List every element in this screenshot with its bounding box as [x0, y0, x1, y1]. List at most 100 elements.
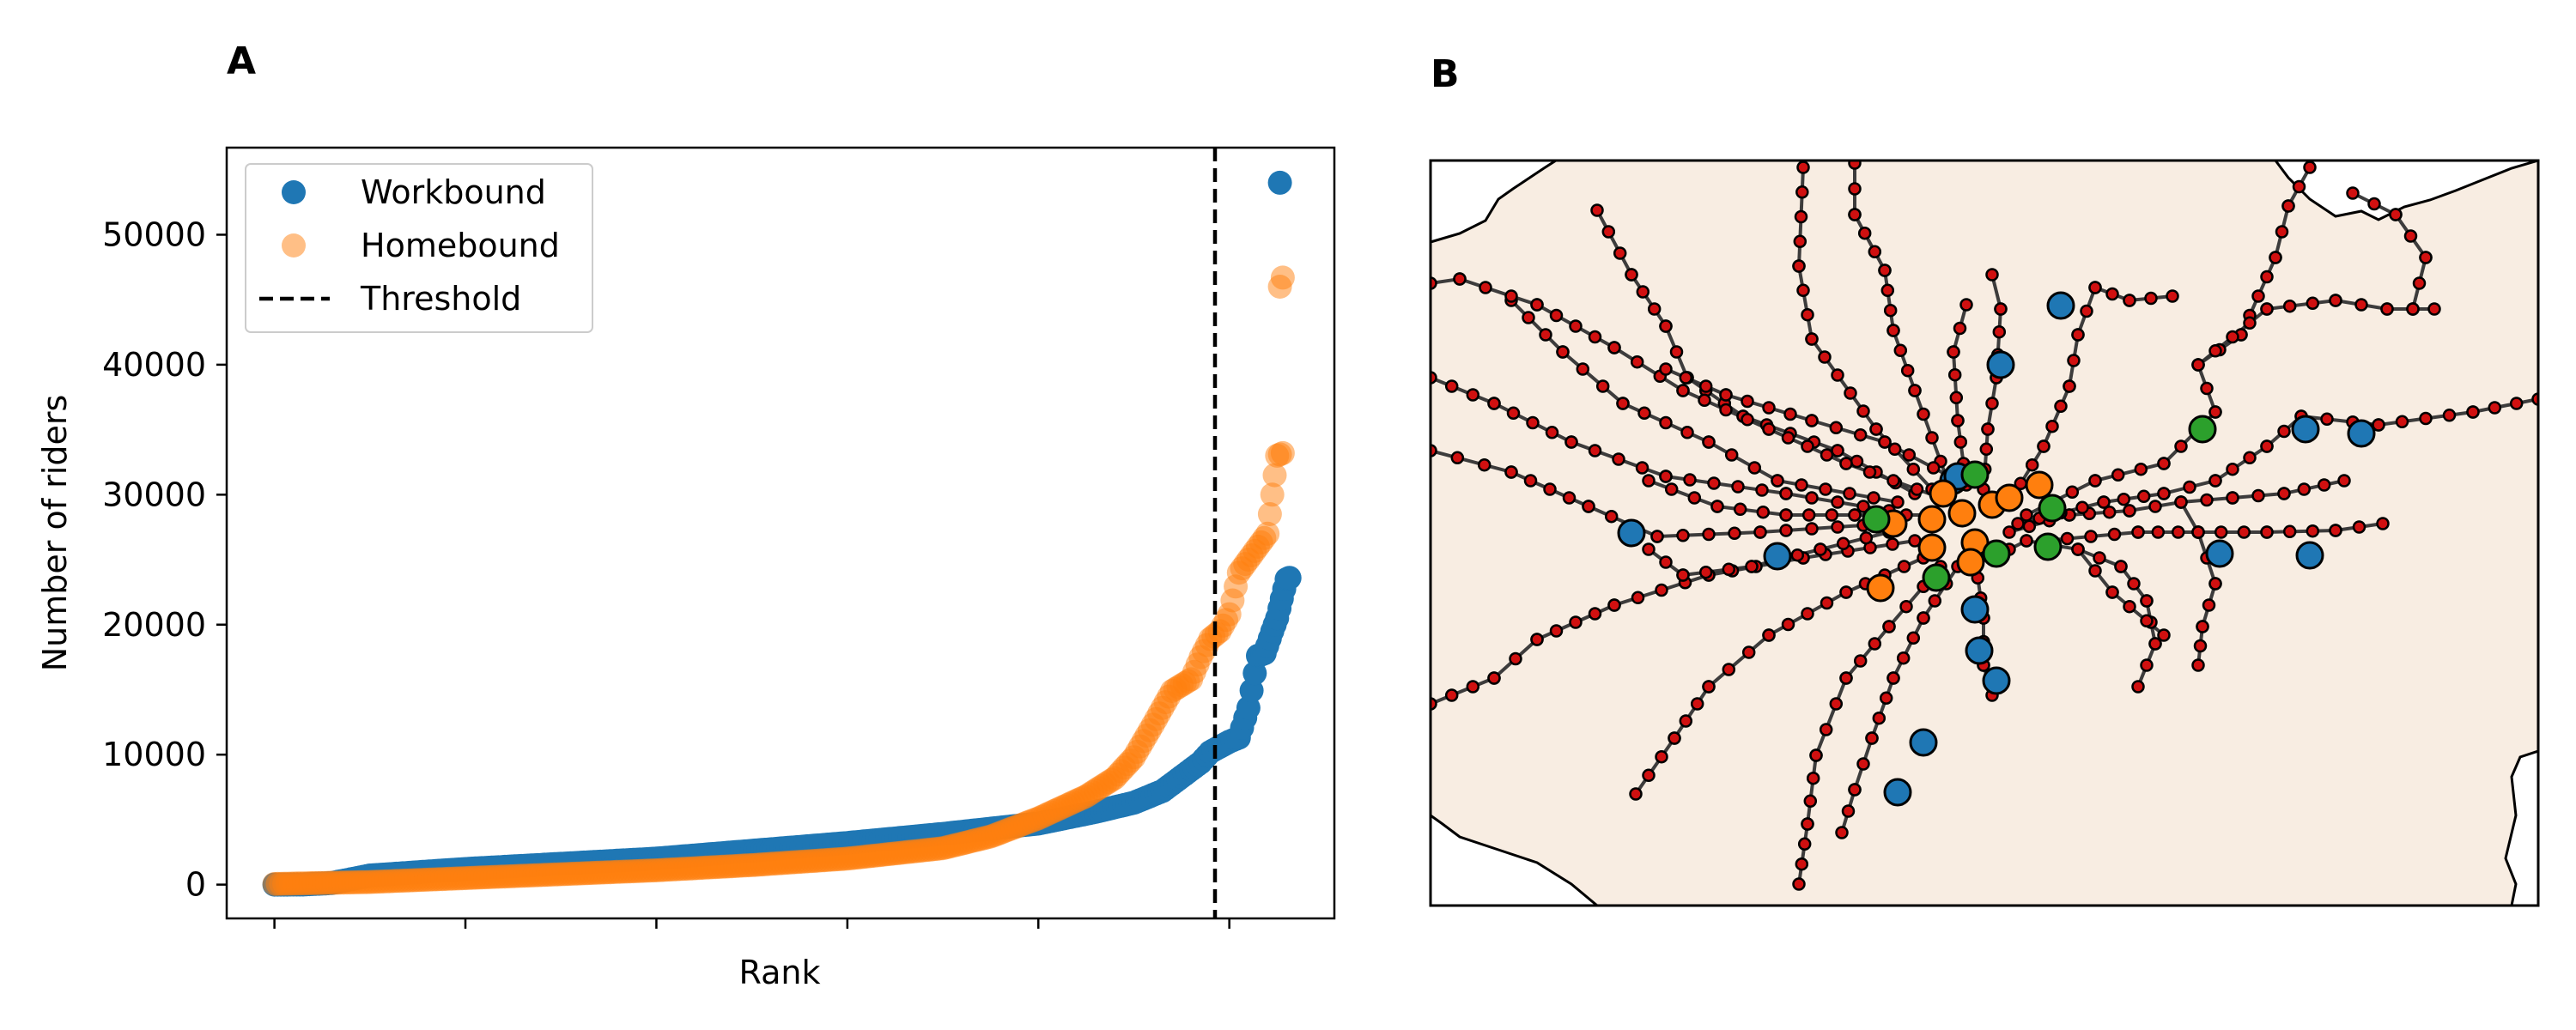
station: [2208, 474, 2222, 488]
station: [1479, 281, 1492, 294]
station: [1985, 268, 1999, 282]
station: [1698, 393, 1711, 408]
station: [1466, 388, 1480, 402]
station: [2509, 397, 2524, 410]
station: [1836, 536, 1850, 551]
x-axis: [273, 918, 1230, 929]
station: [1856, 500, 1870, 513]
hub-station: [2033, 532, 2063, 561]
station: [1702, 680, 1716, 694]
station: [2088, 281, 2102, 294]
station: [1819, 723, 1833, 736]
station: [1880, 283, 1895, 298]
station: [1543, 482, 1557, 496]
station: [1803, 794, 1818, 809]
station: [1431, 371, 1437, 385]
rail-line: [1840, 565, 1959, 833]
station: [2260, 525, 2274, 539]
station: [1604, 509, 1619, 524]
y-tick-label: 50000: [102, 215, 206, 253]
station: [1818, 350, 1832, 364]
station: [2320, 412, 2334, 427]
station: [2202, 598, 2216, 612]
station: [2174, 495, 2188, 509]
station: [1953, 435, 1968, 449]
station: [1590, 203, 1604, 217]
station: [1917, 407, 1930, 421]
station: [1647, 302, 1662, 316]
station: [2282, 299, 2297, 313]
station: [1659, 319, 1673, 333]
station: [1992, 324, 2007, 339]
station: [2346, 186, 2360, 200]
network-map: [1429, 159, 2540, 907]
station: [1848, 161, 1862, 170]
station: [1848, 783, 1862, 797]
station: [1607, 341, 1621, 354]
station: [1839, 585, 1853, 599]
station: [2208, 344, 2222, 358]
station: [2157, 487, 2171, 500]
station: [1985, 397, 1999, 410]
station: [2488, 401, 2502, 415]
point-homebound: [1260, 482, 1285, 507]
station: [2025, 457, 2039, 472]
station: [2123, 504, 2136, 518]
station: [1741, 645, 1756, 659]
station: [1801, 307, 1814, 322]
station: [2148, 637, 2162, 651]
station: [1655, 583, 1668, 597]
station: [1926, 461, 1941, 475]
hub-station: [2046, 291, 2075, 320]
legend-label-threshold: Threshold: [360, 280, 521, 318]
station: [1659, 470, 1673, 483]
station: [1530, 633, 1544, 646]
station: [1745, 560, 1759, 573]
station: [2282, 524, 2297, 539]
station: [1853, 654, 1868, 668]
station: [1795, 478, 1808, 492]
station: [1865, 731, 1879, 745]
station: [1879, 691, 1893, 706]
station: [2260, 439, 2274, 453]
station: [1959, 298, 1973, 312]
station: [1702, 435, 1716, 449]
station: [2131, 680, 2145, 694]
point-homebound: [1270, 265, 1295, 290]
station: [2376, 517, 2390, 530]
station: [2427, 302, 2441, 316]
station: [1549, 308, 1564, 323]
station: [1569, 319, 1583, 333]
station: [2200, 493, 2214, 507]
station: [2395, 415, 2409, 429]
station: [1900, 363, 1915, 378]
station: [1444, 379, 1459, 393]
station: [1844, 386, 1857, 400]
station: [1504, 465, 1518, 479]
station: [2075, 500, 2089, 515]
y-tick-label: 30000: [102, 476, 206, 513]
hub-station: [1617, 518, 1646, 548]
station: [1539, 328, 1552, 342]
station: [1790, 548, 1805, 562]
plot-frame: [225, 146, 1336, 920]
hub-station: [1947, 499, 1977, 528]
station: [1906, 631, 1921, 645]
station: [1679, 714, 1693, 728]
station: [1783, 407, 1797, 421]
station: [1793, 234, 1807, 249]
station: [1569, 615, 1583, 629]
station: [1886, 324, 1900, 337]
series-homebound: [262, 265, 1295, 896]
station: [2063, 379, 2076, 393]
station: [1843, 487, 1856, 500]
y-tick-label: 10000: [102, 736, 206, 773]
station: [2171, 525, 2185, 539]
station: [1526, 415, 1540, 430]
station: [1576, 362, 1590, 376]
station: [1741, 413, 1754, 427]
station: [1616, 397, 1630, 410]
station: [2380, 302, 2394, 316]
station: [2123, 294, 2136, 307]
